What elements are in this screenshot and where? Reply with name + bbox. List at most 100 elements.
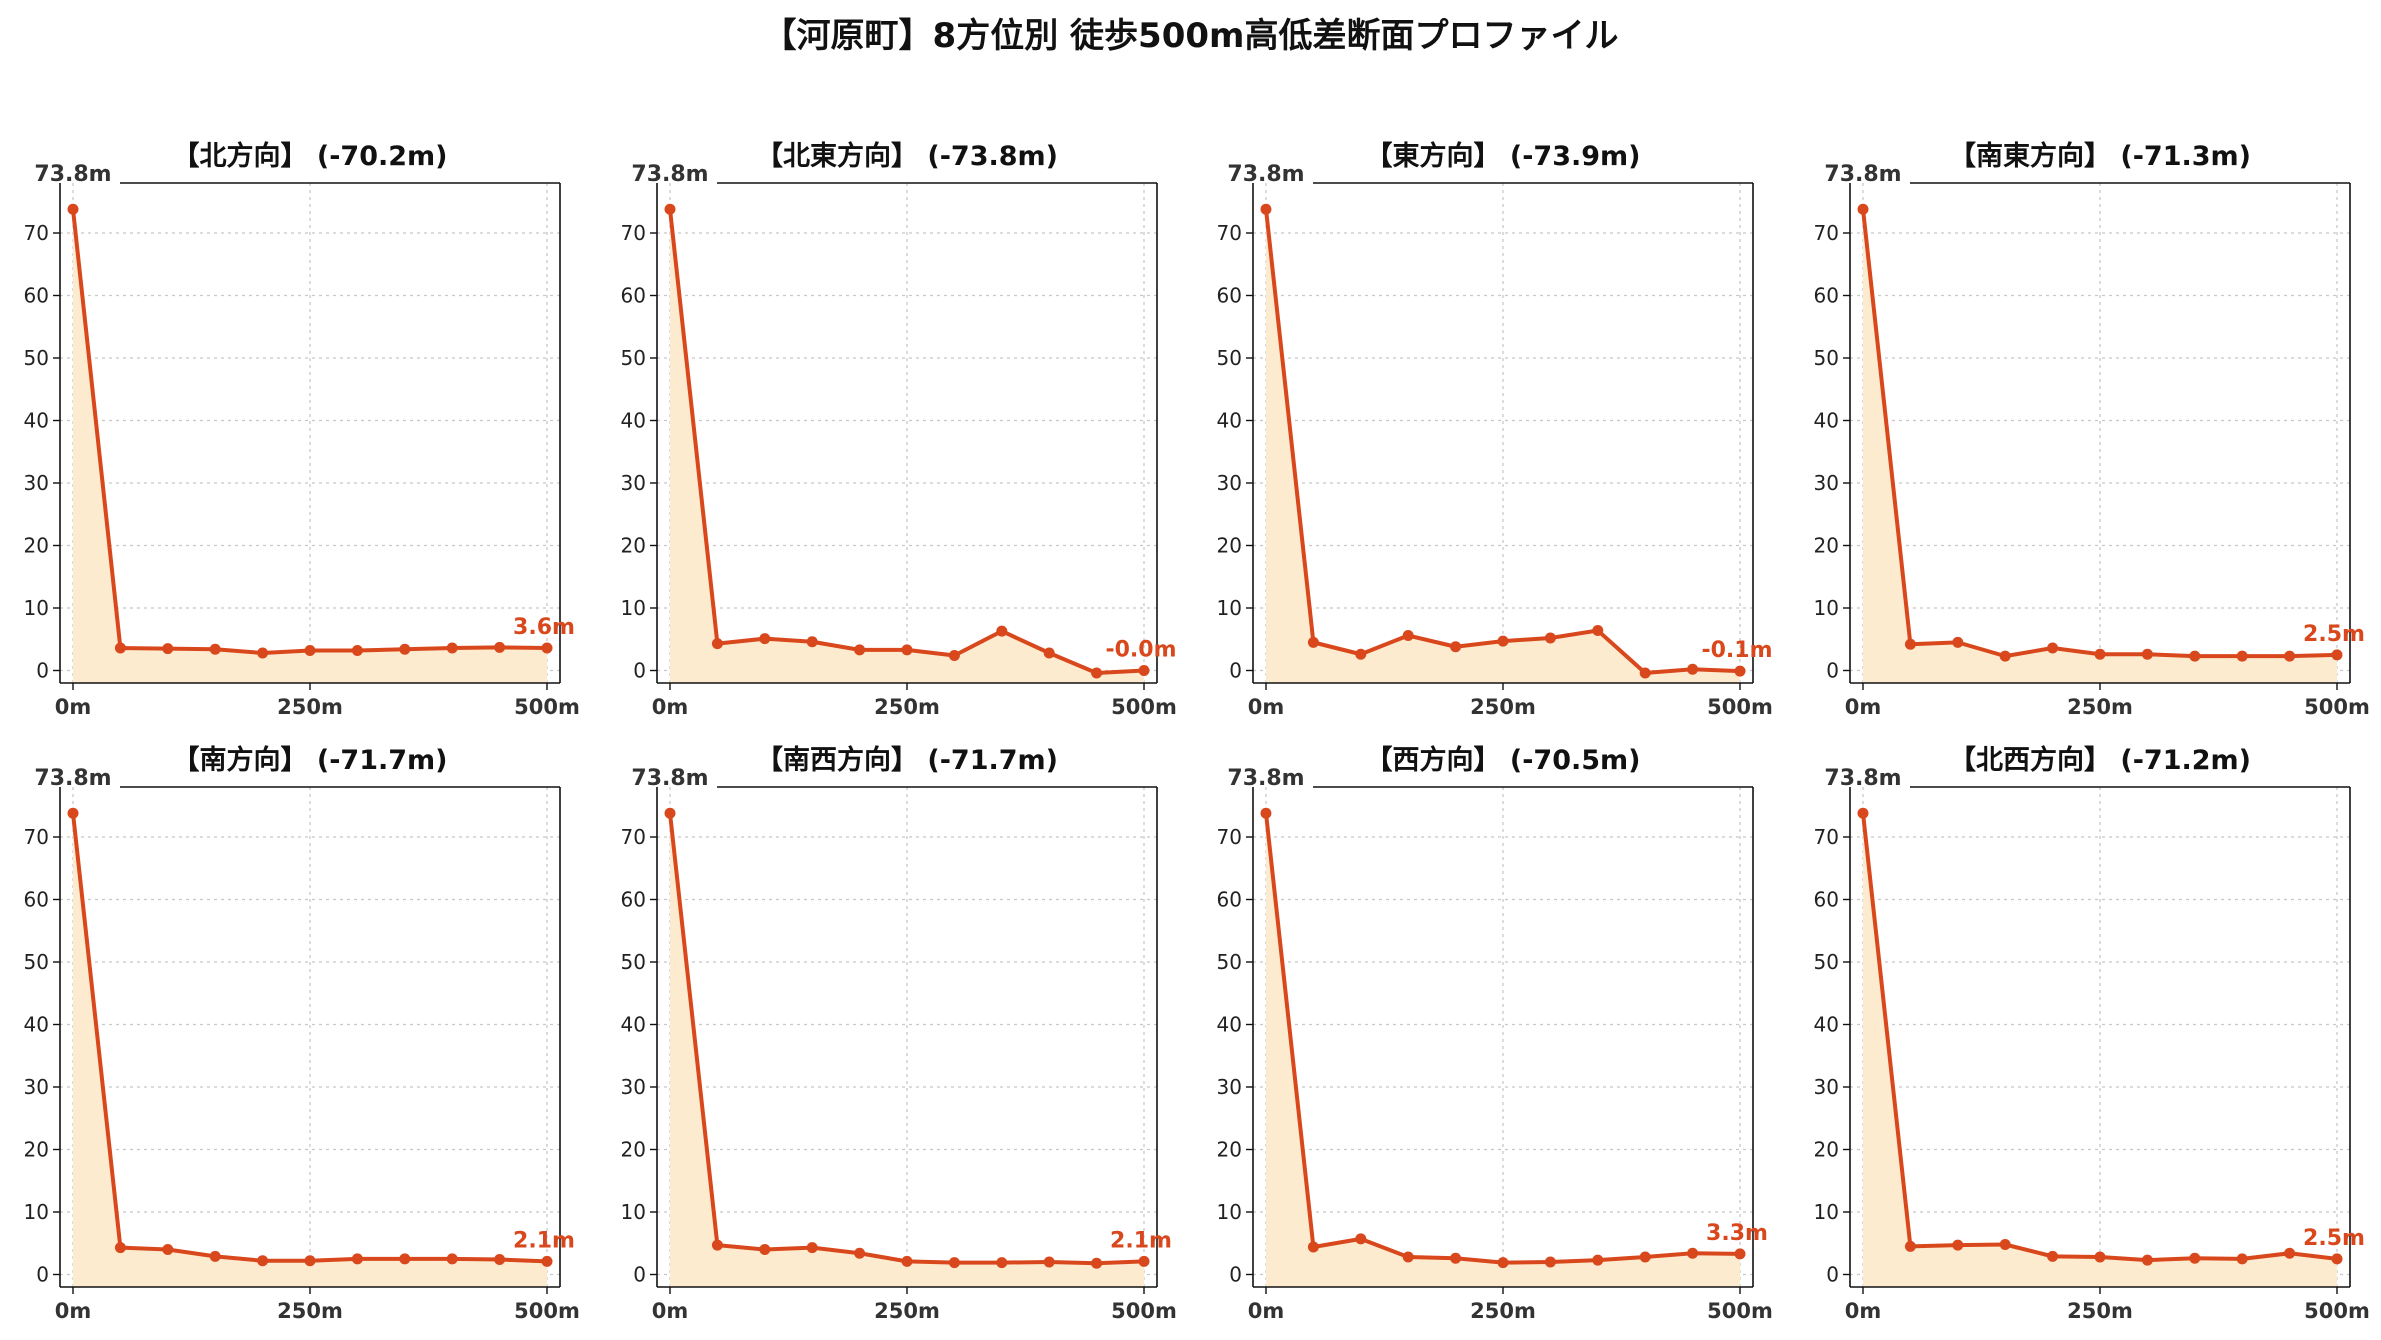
data-point xyxy=(2284,650,2296,662)
data-point xyxy=(996,625,1008,637)
y-tick-label: 10 xyxy=(621,1200,646,1224)
x-tick-label: 250m xyxy=(277,695,343,719)
data-point xyxy=(541,1255,553,1267)
y-tick-label: 30 xyxy=(1814,471,1839,495)
data-point xyxy=(209,643,221,655)
data-point xyxy=(901,1255,913,1267)
main-title: 【河原町】8方位別 徒歩500m高低差断面プロファイル xyxy=(762,16,1619,56)
data-point xyxy=(1260,203,1272,215)
data-point xyxy=(1402,630,1414,641)
y-tick-label: 40 xyxy=(1814,1013,1839,1037)
y-tick-label: 60 xyxy=(621,284,646,308)
data-point xyxy=(1043,647,1055,659)
end-elevation-label: 3.6m xyxy=(513,615,575,640)
y-tick-label: 10 xyxy=(1217,596,1242,620)
data-point xyxy=(114,642,126,654)
y-tick-label: 20 xyxy=(24,1138,49,1162)
y-tick-label: 20 xyxy=(1814,534,1839,558)
x-tick-label: 500m xyxy=(514,695,580,719)
data-point xyxy=(1734,1248,1746,1260)
y-tick-label: 0 xyxy=(1229,659,1242,683)
data-point xyxy=(664,203,676,215)
data-point xyxy=(664,807,676,819)
data-point xyxy=(2047,1250,2059,1262)
y-tick-label: 60 xyxy=(1814,888,1839,912)
data-point xyxy=(854,1247,866,1259)
y-tick-label: 50 xyxy=(1217,950,1242,974)
y-tick-label: 0 xyxy=(633,1263,646,1287)
data-point xyxy=(351,645,363,656)
data-point xyxy=(948,650,960,661)
data-point xyxy=(209,1250,221,1262)
y-tick-label: 70 xyxy=(1814,221,1839,245)
data-point xyxy=(1952,636,1964,648)
data-point xyxy=(1734,665,1746,677)
y-tick-label: 60 xyxy=(1814,284,1839,308)
y-tick-label: 0 xyxy=(1229,1263,1242,1287)
data-point xyxy=(759,633,771,645)
y-tick-label: 10 xyxy=(24,596,49,620)
start-elevation-label: 73.8m xyxy=(1227,162,1304,187)
data-point xyxy=(1091,1257,1103,1269)
data-point xyxy=(806,636,818,648)
data-point xyxy=(541,642,553,654)
data-point xyxy=(1497,1257,1509,1269)
profile-chart-7: 0 10 20 30 40 50 60 70 0m 250m 500m 【西方向】 (-70.5m) 7… xyxy=(1217,744,1773,1323)
y-tick-label: 30 xyxy=(1814,1075,1839,1099)
data-point xyxy=(2094,648,2106,660)
data-point xyxy=(1857,807,1869,819)
x-tick-label: 0m xyxy=(1845,695,1882,719)
x-tick-label: 500m xyxy=(1707,695,1773,719)
data-point xyxy=(1307,1241,1319,1253)
data-point xyxy=(304,1255,316,1267)
profile-chart-6: 0 10 20 30 40 50 60 70 0m 250m 500m 【南西方向】 (-71.7m)… xyxy=(621,744,1177,1323)
data-point xyxy=(1138,1255,1150,1267)
data-point xyxy=(1402,1251,1414,1263)
x-tick-label: 250m xyxy=(1470,1299,1536,1323)
start-elevation-label: 73.8m xyxy=(34,162,111,187)
data-point xyxy=(1091,667,1103,679)
y-tick-label: 20 xyxy=(621,534,646,558)
y-tick-label: 40 xyxy=(1217,1013,1242,1037)
data-point xyxy=(1544,632,1556,644)
x-tick-label: 250m xyxy=(2067,1299,2133,1323)
end-elevation-label: -0.0m xyxy=(1105,638,1176,663)
data-point xyxy=(948,1257,960,1269)
end-elevation-label: 2.5m xyxy=(2303,622,2365,647)
data-point xyxy=(446,1253,458,1265)
x-tick-label: 250m xyxy=(874,1299,940,1323)
x-tick-label: 250m xyxy=(277,1299,343,1323)
y-tick-label: 40 xyxy=(621,1013,646,1037)
x-tick-label: 250m xyxy=(1470,695,1536,719)
data-point xyxy=(854,644,866,656)
data-point xyxy=(1904,638,1916,650)
data-point xyxy=(711,638,723,650)
y-tick-label: 10 xyxy=(1217,1200,1242,1224)
data-point xyxy=(1592,1254,1604,1266)
data-point xyxy=(2284,1247,2296,1259)
y-tick-label: 0 xyxy=(36,659,49,683)
y-tick-label: 40 xyxy=(621,409,646,433)
y-tick-label: 30 xyxy=(1217,1075,1242,1099)
y-tick-label: 30 xyxy=(621,1075,646,1099)
y-tick-label: 70 xyxy=(621,825,646,849)
y-tick-label: 20 xyxy=(621,1138,646,1162)
x-tick-label: 250m xyxy=(874,695,940,719)
data-point xyxy=(1355,648,1367,660)
data-point xyxy=(2331,1253,2343,1265)
data-point xyxy=(494,1254,506,1265)
y-tick-label: 40 xyxy=(1217,409,1242,433)
x-tick-label: 0m xyxy=(1845,1299,1882,1323)
y-tick-label: 0 xyxy=(36,1263,49,1287)
y-tick-label: 20 xyxy=(1217,534,1242,558)
profile-chart-5: 0 10 20 30 40 50 60 70 0m 250m 500m 【南方向】 (-71.7m) 7… xyxy=(24,744,580,1323)
panel-title: 【西方向】 (-70.5m) xyxy=(1365,744,1640,776)
data-point xyxy=(399,643,411,655)
panel-title: 【南西方向】 (-71.7m) xyxy=(756,744,1058,776)
y-tick-label: 50 xyxy=(1814,346,1839,370)
end-elevation-label: 2.5m xyxy=(2303,1226,2365,1251)
y-tick-label: 20 xyxy=(1814,1138,1839,1162)
y-tick-label: 20 xyxy=(1217,1138,1242,1162)
y-tick-label: 40 xyxy=(24,409,49,433)
data-point xyxy=(2236,650,2248,662)
